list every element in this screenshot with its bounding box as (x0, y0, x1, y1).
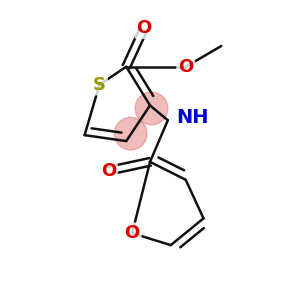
Circle shape (114, 117, 147, 150)
Text: O: O (124, 224, 140, 242)
Text: O: O (136, 19, 152, 37)
Text: O: O (101, 162, 116, 180)
Text: NH: NH (177, 108, 209, 127)
Text: O: O (178, 58, 193, 76)
Text: S: S (93, 76, 106, 94)
Circle shape (135, 92, 168, 125)
